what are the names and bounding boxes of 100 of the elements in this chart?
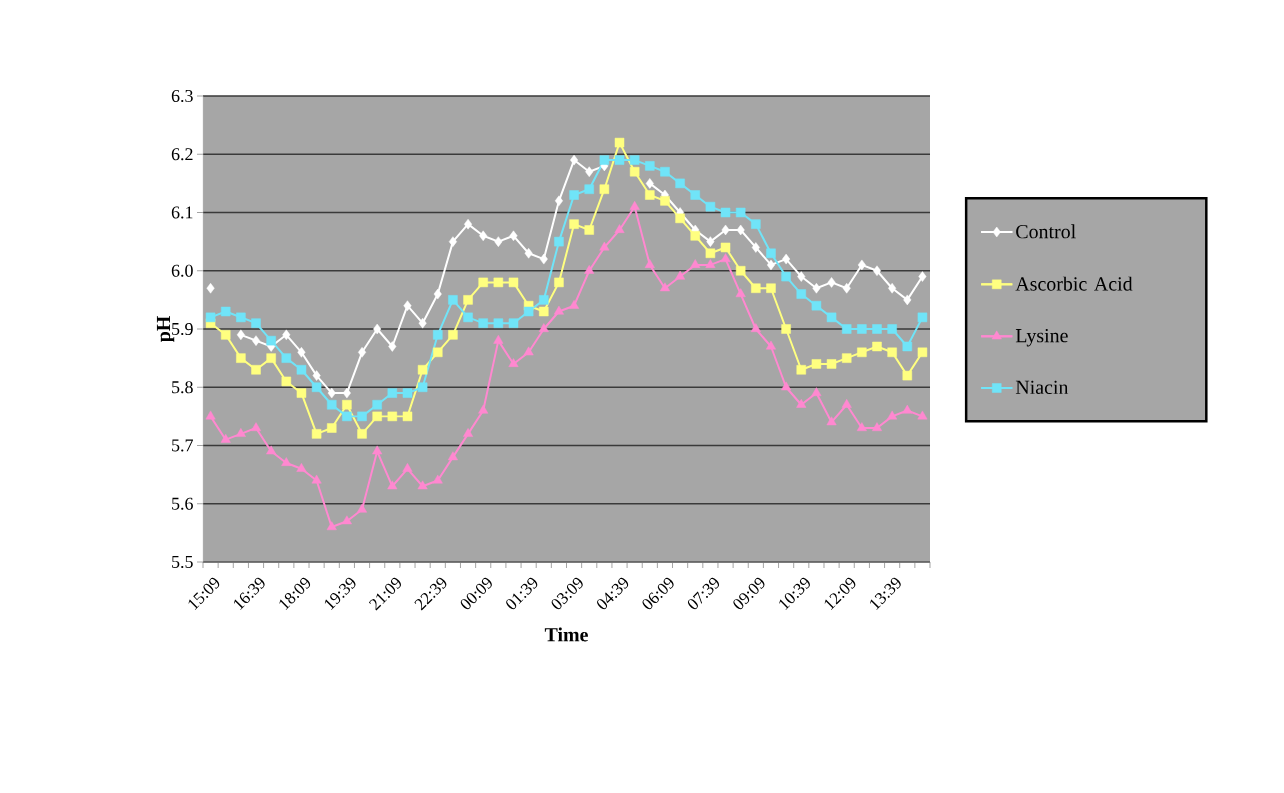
point: [554, 277, 564, 288]
point: [266, 353, 276, 363]
point: [523, 346, 534, 356]
point: [888, 282, 897, 294]
point: [326, 423, 337, 433]
point: [903, 294, 912, 306]
point: [493, 277, 504, 288]
point: [614, 224, 625, 233]
y-tick-label: 5.5: [172, 555, 193, 568]
point: [205, 312, 216, 323]
point: [417, 480, 428, 490]
point: [705, 248, 716, 259]
y-tick-label: 6.2: [171, 148, 193, 161]
point: [751, 219, 761, 229]
point: [433, 330, 443, 340]
point: [887, 324, 897, 334]
point: [841, 353, 852, 363]
point: [675, 270, 686, 280]
point: [644, 259, 655, 268]
point: [705, 259, 716, 268]
point: [599, 241, 610, 251]
point: [342, 387, 351, 399]
point: [629, 200, 640, 210]
point: [296, 365, 307, 375]
point: [569, 219, 579, 229]
point: [266, 445, 277, 455]
point: [432, 474, 443, 484]
point: [236, 329, 245, 341]
point: [479, 230, 488, 242]
point: [796, 398, 807, 408]
point: [675, 178, 685, 189]
point: [387, 388, 398, 398]
point: [448, 330, 458, 340]
point: [781, 381, 792, 391]
point: [705, 201, 716, 212]
point: [614, 155, 625, 165]
point: [614, 137, 625, 148]
point: [735, 207, 746, 218]
point: [690, 190, 700, 200]
point: [388, 341, 397, 352]
point: [341, 515, 352, 525]
point: [251, 422, 262, 432]
point: [251, 318, 261, 328]
point: [856, 422, 867, 432]
y-tick-label: 6.3: [171, 89, 193, 103]
point: [721, 224, 730, 236]
point: [902, 404, 913, 414]
point: [447, 451, 458, 461]
point: [629, 166, 640, 177]
point: [554, 236, 564, 247]
point: [826, 312, 837, 323]
point: [660, 196, 670, 206]
point: [220, 330, 231, 340]
point: [811, 359, 822, 369]
point: [493, 334, 504, 344]
point: [358, 347, 367, 358]
point: [538, 323, 549, 332]
point: [266, 335, 276, 346]
point: [675, 213, 685, 224]
point: [599, 184, 610, 194]
point: [342, 399, 352, 410]
legend-label: Niacin: [1015, 380, 1069, 395]
point: [508, 277, 519, 288]
x-axis-title: Time: [544, 627, 588, 642]
point: [281, 353, 292, 363]
point: [811, 387, 822, 397]
point: [448, 295, 458, 305]
point: [372, 445, 383, 455]
point: [751, 283, 761, 293]
point: [629, 155, 640, 165]
point: [766, 248, 776, 259]
point: [206, 282, 215, 294]
point: [706, 236, 715, 247]
point: [296, 388, 307, 398]
point: [917, 347, 928, 358]
point: [782, 253, 791, 265]
point: [887, 347, 897, 358]
point: [917, 312, 928, 323]
y-tick-label: 5.6: [172, 497, 193, 510]
point: [585, 166, 594, 177]
point: [463, 312, 473, 323]
point: [796, 365, 807, 375]
point: [478, 404, 489, 414]
point: [736, 224, 745, 236]
point: [357, 503, 368, 513]
point: [433, 288, 442, 300]
point: [781, 324, 791, 334]
point: [311, 474, 322, 484]
point: [872, 341, 882, 352]
point: [539, 295, 549, 305]
point: [493, 318, 504, 328]
point: [539, 253, 548, 265]
point: [554, 195, 563, 207]
point: [417, 365, 428, 375]
point: [765, 340, 776, 350]
y-tick-label: 5.7: [172, 439, 193, 452]
point: [464, 218, 473, 230]
point: [402, 411, 413, 422]
point: [569, 190, 579, 200]
point: [220, 306, 231, 317]
